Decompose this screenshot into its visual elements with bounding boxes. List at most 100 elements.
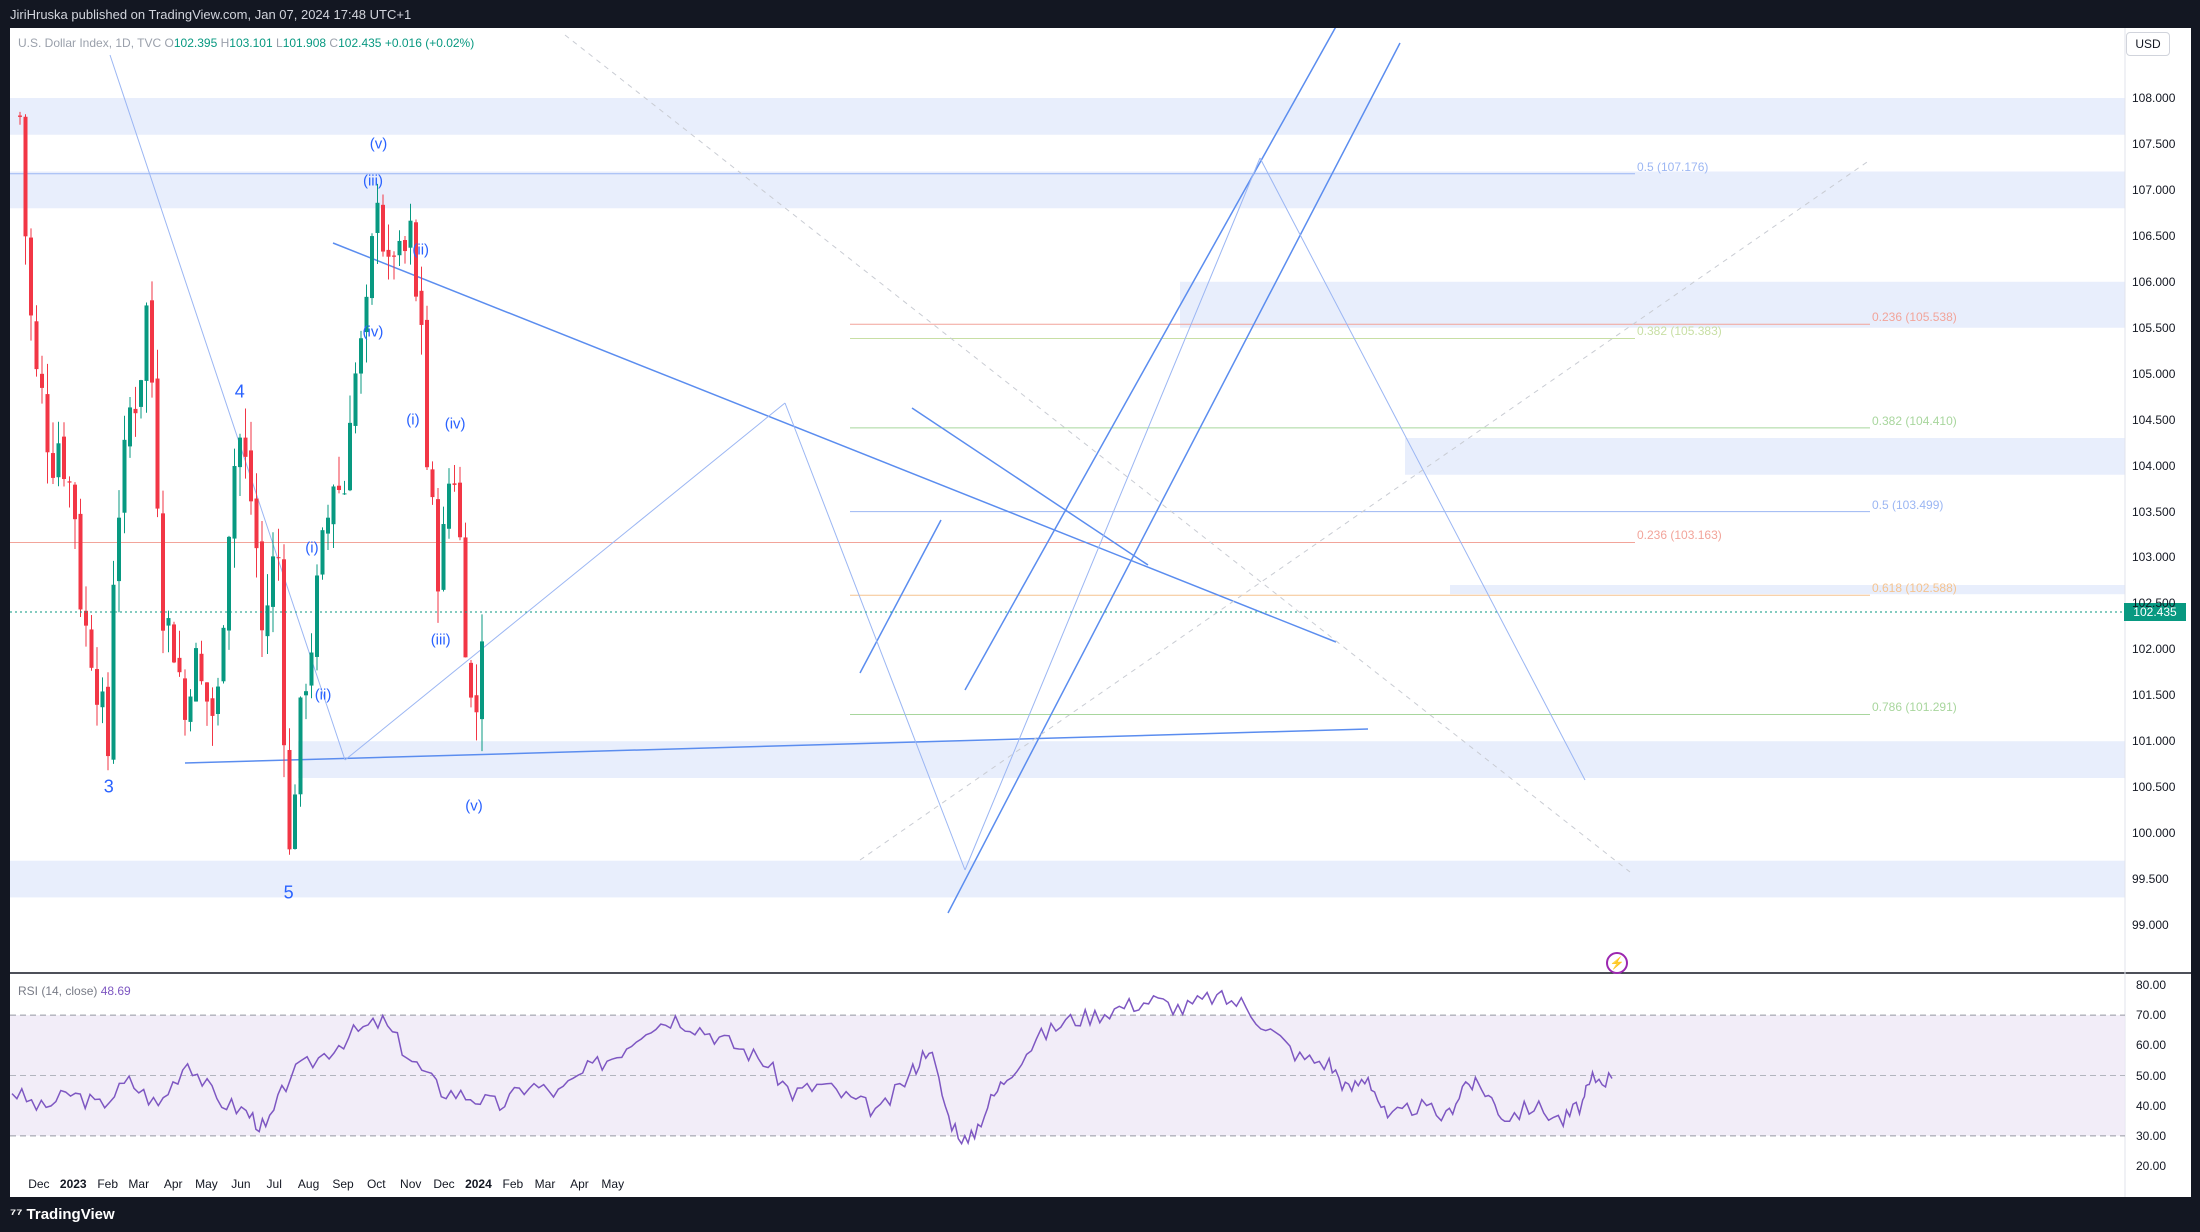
candle-body: [29, 237, 33, 316]
fib-label: 0.786 (101.291): [1872, 700, 1957, 715]
triangle-upper-line: [332, 242, 1337, 643]
candle-body: [298, 697, 303, 795]
high-label: H: [220, 36, 230, 50]
brand-name: TradingView: [26, 1206, 115, 1223]
fib-retracement-dashes: [564, 34, 1871, 873]
wave-label: (iii): [362, 172, 383, 190]
candle-body: [232, 466, 237, 539]
trendlines: [184, 22, 1401, 914]
candle-body: [441, 524, 446, 590]
wave-label: (iii): [430, 631, 451, 649]
candle-body: [155, 378, 160, 509]
candle-body: [359, 338, 363, 374]
candle-body: [34, 321, 39, 370]
rsi-tick: 80.00: [2136, 978, 2167, 992]
zone-band: [1450, 585, 2125, 595]
rsi-tick: 50.00: [2136, 1068, 2167, 1083]
publish-info: JiriHruska published on TradingView.com,…: [10, 7, 412, 22]
fib-label: 0.236 (105.538): [1872, 310, 1957, 325]
wave-label: (i): [305, 539, 319, 557]
rsi-band: [10, 1015, 2125, 1136]
price-tick: 102.000: [2132, 642, 2176, 657]
candle-body: [408, 220, 413, 248]
candle-body: [463, 537, 468, 658]
candle-body: [309, 652, 314, 686]
time-tick: May: [195, 1177, 218, 1191]
candle-body: [51, 453, 55, 478]
symbol-name: U.S. Dollar Index, 1D, TVC: [18, 36, 162, 50]
channel-upper-line: [964, 22, 1339, 691]
low-label: L: [276, 36, 283, 50]
candle-body: [320, 530, 325, 575]
candle-body: [150, 300, 154, 383]
wave-line-d: [964, 157, 1261, 871]
candle-body: [370, 236, 374, 299]
tv-icon: ⁷⁷: [10, 1206, 27, 1223]
footer-bar: ⁷⁷ TradingView: [0, 1197, 2200, 1232]
tradingview-logo: ⁷⁷ TradingView: [10, 1206, 115, 1223]
price-tick: 105.500: [2132, 320, 2176, 335]
candle-body: [62, 436, 66, 480]
small-trendline-1: [911, 407, 1149, 566]
candle-body: [260, 541, 264, 631]
candle-body: [342, 493, 347, 495]
fibonacci-levels: [10, 173, 1870, 715]
low-value: 101.908: [282, 36, 327, 50]
dash-line-2: [859, 159, 1871, 861]
candle-body: [205, 682, 209, 702]
candle-body: [249, 450, 253, 502]
candlesticks: [18, 111, 484, 855]
zone-band: [298, 741, 2125, 778]
price-tick: 103.500: [2132, 504, 2176, 519]
time-tick: May: [601, 1177, 625, 1191]
price-tick: 106.000: [2132, 274, 2176, 289]
time-tick: Apr: [163, 1177, 183, 1191]
candle-body: [282, 559, 286, 746]
wave-line-e: [1259, 157, 1586, 781]
support-resistance-zones: [10, 98, 2125, 898]
candle-body: [364, 296, 369, 333]
candle-body: [133, 408, 138, 414]
fib-label: 0.382 (105.383): [1637, 324, 1722, 339]
candle-body: [199, 653, 204, 682]
candle-body: [177, 657, 182, 673]
wave-label: (v): [369, 135, 388, 153]
rsi-tick: 60.00: [2136, 1038, 2167, 1053]
candle-body: [315, 575, 319, 657]
candle-body: [23, 116, 28, 237]
candle-body: [117, 517, 121, 582]
time-tick: Jun: [231, 1177, 251, 1191]
candle-body: [210, 698, 215, 716]
zone-band: [10, 98, 2125, 135]
wave-line-c: [784, 402, 966, 871]
price-tick: 99.000: [2132, 918, 2169, 932]
wave-label: (ii): [314, 686, 332, 704]
currency-selector[interactable]: USD: [2126, 32, 2170, 56]
lightning-icon[interactable]: ⚡: [1606, 952, 1628, 974]
price-tick: 103.000: [2132, 550, 2176, 565]
candle-body: [326, 517, 330, 534]
wave-line-a: [109, 54, 346, 761]
rsi-tick: 70.00: [2136, 1008, 2167, 1023]
price-tick: 107.000: [2132, 182, 2176, 197]
wave-label: 4: [234, 381, 245, 402]
high-value: 103.101: [229, 36, 273, 50]
wave-label: (v): [465, 797, 483, 815]
candle-body: [67, 481, 72, 483]
fib-label: 0.618 (102.588): [1872, 581, 1957, 596]
candle-body: [265, 605, 270, 637]
candle-body: [403, 240, 407, 252]
candle-body: [447, 483, 451, 529]
candle-body: [353, 373, 358, 426]
candle-body: [95, 669, 99, 705]
price-tick: 100.500: [2132, 780, 2176, 795]
time-tick: Nov: [400, 1177, 422, 1191]
close-value: 102.435: [338, 36, 382, 50]
price-tick: 105.000: [2132, 366, 2176, 381]
rsi-tick: 20.00: [2136, 1159, 2167, 1173]
candle-body: [216, 686, 220, 714]
candle-body: [375, 202, 380, 233]
candle-body: [474, 695, 479, 713]
candle-body: [166, 618, 171, 626]
